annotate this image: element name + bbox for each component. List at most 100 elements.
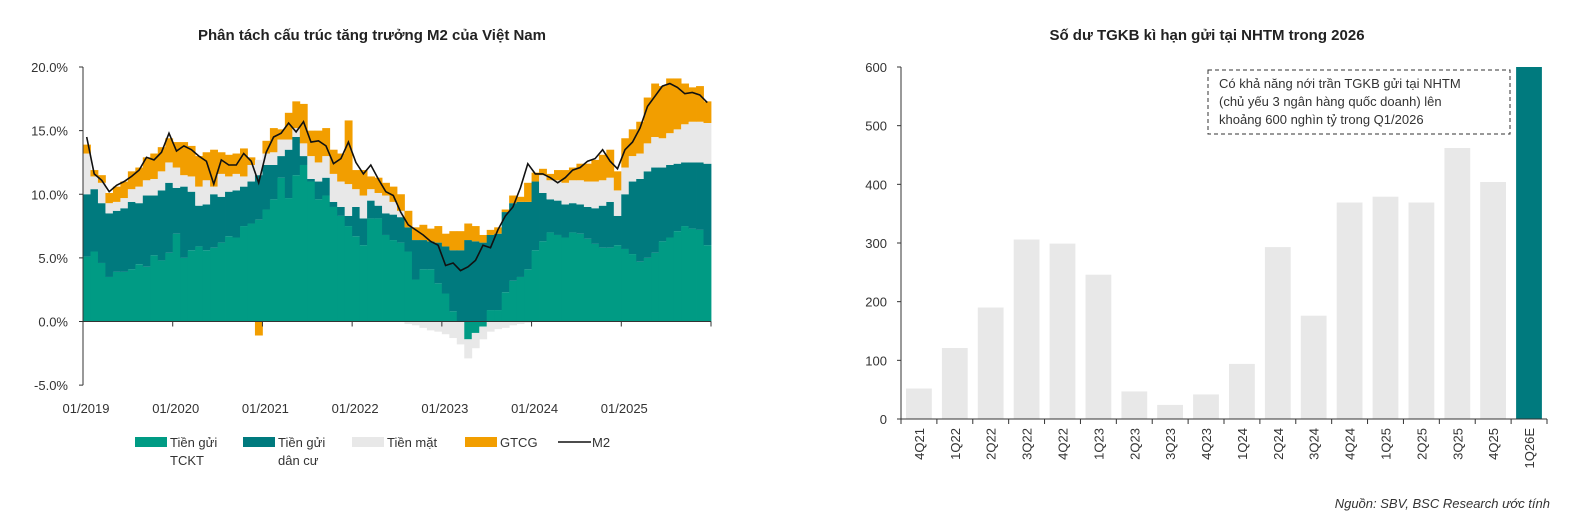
bar-segment-tiền-gửi-dân-cư	[583, 206, 592, 239]
bar-segment-tiền-mặt	[628, 156, 637, 182]
bar-segment-tiền-gửi-dân-cư	[120, 208, 129, 272]
bar-segment-tiền-gửi-tckt	[105, 276, 114, 322]
bar-segment-tiền-gửi-tckt	[479, 321, 488, 327]
bar-segment-tiền-mặt	[322, 156, 331, 178]
bar-segment-tiền-gửi-dân-cư	[232, 190, 241, 238]
bar-segment-gtcg	[613, 171, 622, 191]
bar-segment-tiền-gửi-tckt	[254, 219, 263, 322]
bar-segment-tiền-gửi-dân-cư	[150, 195, 159, 256]
bar-segment-tiền-mặt	[299, 143, 308, 157]
bar-segment-tiền-mặt	[509, 321, 518, 326]
bar-segment-tiền-gửi-tckt	[651, 252, 660, 322]
bar-segment-tiền-gửi-dân-cư	[112, 210, 121, 272]
bar-segment-tiền-gửi-tckt	[673, 231, 682, 322]
annotation-line: Có khả năng nới trần TGKB gửi tại NHTM	[1219, 76, 1461, 91]
bar-segment-gtcg	[389, 186, 398, 202]
bar-segment-tiền-gửi-dân-cư	[554, 200, 562, 235]
bar-segment-tiền-mặt	[621, 167, 630, 195]
x-tick-label: 01/2019	[63, 401, 110, 416]
bar-segment-gtcg	[337, 153, 346, 182]
x-tick-label: 1Q23	[1091, 428, 1106, 460]
bar-segment-tiền-gửi-tckt	[628, 254, 637, 322]
x-tick-label: 3Q24	[1307, 428, 1322, 460]
bar-segment-tiền-gửi-tckt	[621, 248, 630, 322]
bar-segment-gtcg	[471, 226, 480, 242]
bar-segment-gtcg	[120, 181, 129, 199]
bar-segment-tiền-gửi-tckt	[97, 262, 106, 322]
bar-segment-tiền-mặt	[681, 124, 689, 163]
bar-segment-tiền-mặt	[464, 339, 473, 359]
bar-segment-tiền-gửi-tckt	[419, 269, 428, 322]
bar-3q25	[1444, 148, 1471, 419]
bar-segment-gtcg	[554, 170, 562, 181]
x-tick-label: 4Q25	[1486, 428, 1501, 460]
bar-segment-tiền-gửi-dân-cư	[621, 194, 630, 249]
bar-segment-gtcg	[359, 170, 368, 196]
bar-segment-gtcg	[434, 226, 443, 243]
bar-segment-gtcg	[157, 147, 166, 172]
bar-1q25	[1372, 196, 1399, 419]
bar-segment-tiền-mặt	[696, 121, 704, 163]
bar-segment-gtcg	[576, 163, 585, 181]
bar-segment-tiền-mặt	[172, 167, 181, 188]
bar-1q24	[1229, 363, 1255, 419]
bar-segment-tiền-gửi-dân-cư	[606, 201, 615, 248]
bar-segment-gtcg	[673, 78, 682, 130]
bar-segment-tiền-gửi-tckt	[666, 237, 675, 322]
bar-segment-gtcg	[486, 229, 495, 235]
bar-segment-tiền-mặt	[471, 332, 480, 349]
bar-segment-tiền-gửi-tckt	[703, 245, 712, 322]
bar-segment-gtcg	[292, 101, 301, 129]
legend-label: GTCG	[500, 435, 538, 450]
bar-segment-gtcg	[583, 163, 592, 182]
bar-segment-tiền-mặt	[359, 195, 368, 219]
bar-segment-tiền-gửi-dân-cư	[449, 250, 458, 312]
bar-segment-tiền-mặt	[83, 153, 91, 195]
bar-segment-tiền-gửi-tckt	[337, 215, 346, 322]
x-tick-label: 2Q25	[1414, 428, 1429, 460]
bar-segment-tiền-mặt	[195, 186, 204, 206]
bar-segment-tiền-gửi-dân-cư	[322, 177, 331, 196]
bar-segment-tiền-mặt	[90, 176, 99, 190]
x-tick-label: 1Q26E	[1522, 428, 1537, 469]
bar-segment-tiền-mặt	[262, 153, 271, 165]
bar-segment-tiền-mặt	[494, 321, 503, 330]
bar-segment-gtcg	[636, 121, 645, 154]
bar-segment-tiền-gửi-dân-cư	[636, 178, 645, 262]
bar-segment-tiền-gửi-dân-cư	[225, 191, 233, 237]
bar-segment-gtcg	[621, 138, 630, 168]
bar-segment-tiền-gửi-dân-cư	[509, 203, 518, 281]
bar-segment-tiền-gửi-dân-cư	[651, 167, 660, 253]
bar-segment-tiền-gửi-dân-cư	[673, 163, 682, 232]
bar-segment-tiền-mặt	[135, 186, 144, 204]
bar-segment-gtcg	[441, 233, 450, 247]
bar-segment-tiền-gửi-tckt	[299, 164, 308, 322]
bar-segment-tiền-mặt	[546, 180, 555, 200]
bar-segment-tiền-mặt	[583, 181, 592, 207]
bar-segment-tiền-gửi-tckt	[142, 266, 151, 322]
bar-segment-tiền-mặt	[247, 164, 256, 182]
legend-label: TCKT	[170, 453, 204, 468]
bar-4q25	[1480, 182, 1506, 419]
x-tick-label: 3Q25	[1450, 428, 1465, 460]
bar-segment-tiền-gửi-dân-cư	[471, 241, 480, 322]
y-tick-label: 300	[865, 236, 887, 251]
bar-segment-gtcg	[524, 182, 532, 202]
bar-segment-tiền-gửi-dân-cư	[329, 201, 338, 207]
y-tick-label: 5.0%	[38, 251, 68, 266]
bar-segment-gtcg	[419, 224, 428, 241]
x-tick-label: 01/2025	[601, 401, 648, 416]
bar-segment-tiền-gửi-dân-cư	[165, 182, 174, 253]
bar-segment-gtcg	[172, 142, 181, 168]
x-tick-label: 2Q23	[1127, 428, 1142, 460]
bar-segment-tiền-gửi-tckt	[292, 175, 301, 322]
bar-segment-tiền-gửi-dân-cư	[277, 156, 286, 178]
bar-segment-gtcg	[277, 129, 286, 140]
bar-segment-tiền-gửi-dân-cư	[411, 240, 420, 280]
bar-segment-tiền-gửi-tckt	[359, 245, 368, 322]
y-tick-label: 100	[865, 353, 887, 368]
bar-segment-tiền-gửi-tckt	[284, 198, 293, 322]
bar-segment-tiền-gửi-tckt	[606, 247, 615, 322]
bar-segment-tiền-gửi-dân-cư	[598, 205, 607, 248]
annotation-line: khoảng 600 nghìn tỷ trong Q1/2026	[1219, 112, 1424, 127]
